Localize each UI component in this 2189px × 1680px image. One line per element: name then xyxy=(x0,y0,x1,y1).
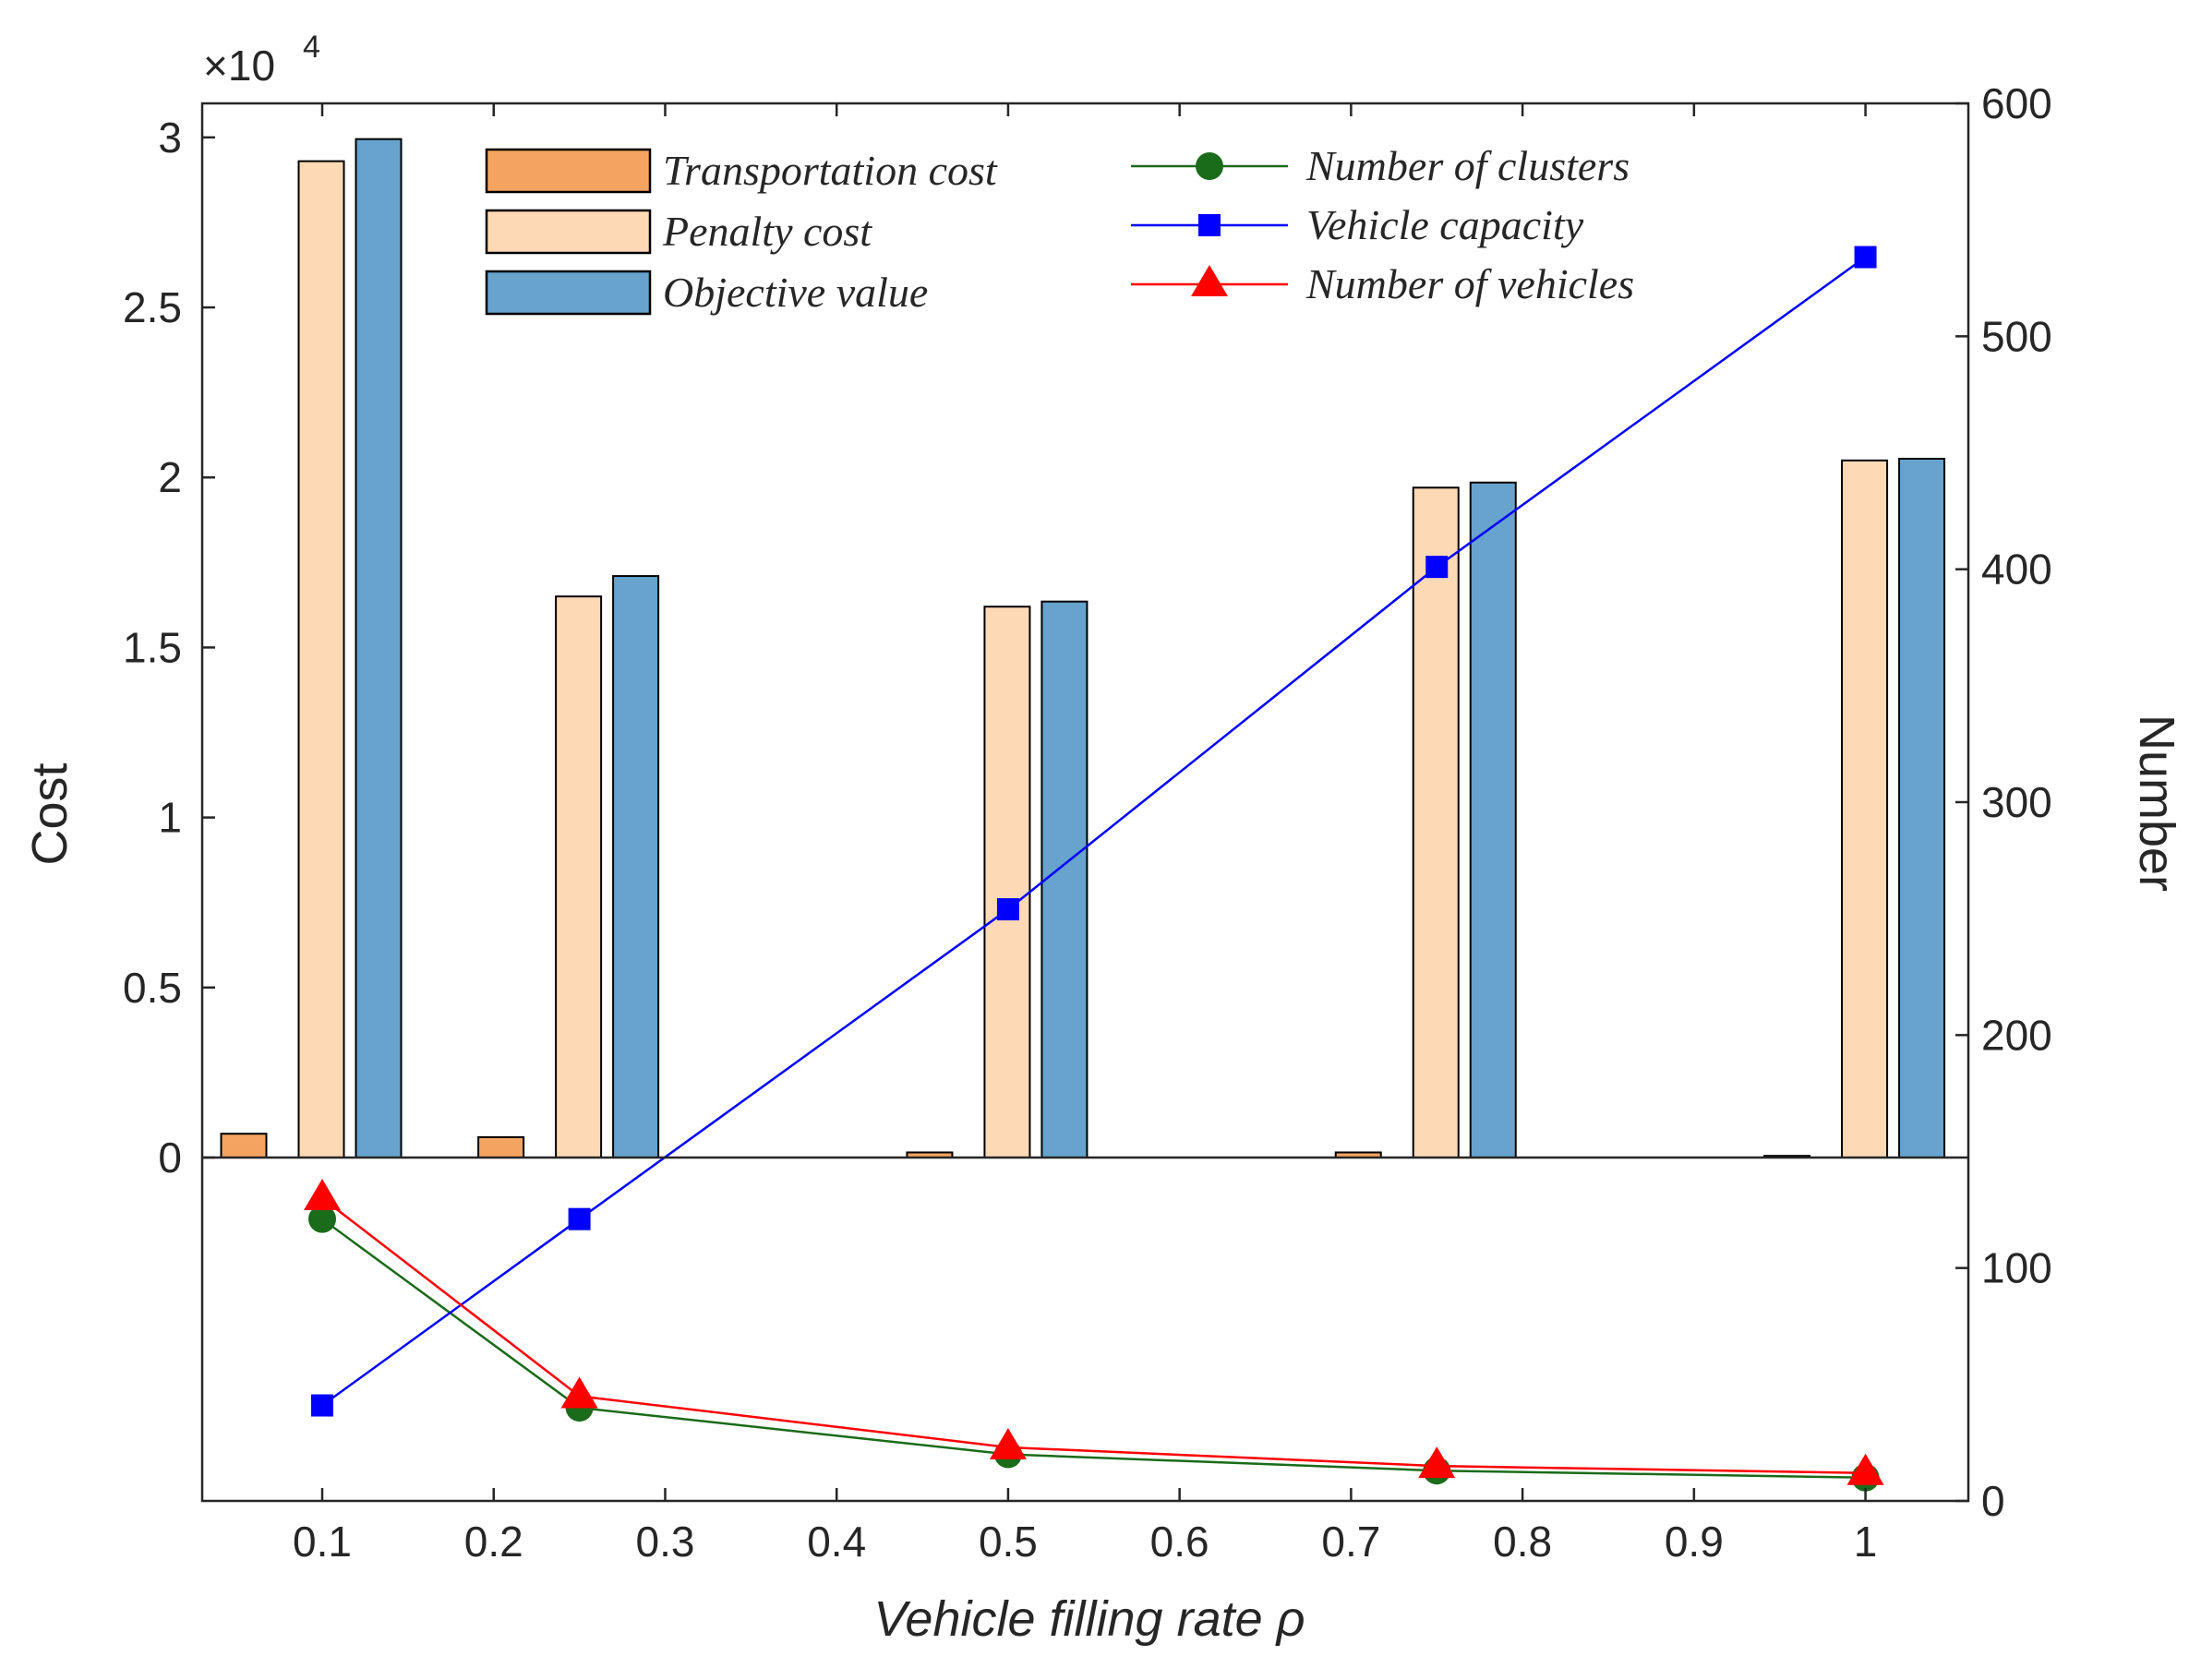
legend-label-line-0: Number of clusters xyxy=(1305,142,1630,189)
legend-label-bar-2: Objective value xyxy=(663,269,928,316)
legend: Transportation cost Penalty cost Objective… xyxy=(485,142,1634,316)
y-right-tick-label-5: 500 xyxy=(1981,312,2052,360)
marker-2-4 xyxy=(1846,1453,1884,1485)
bar-2-0 xyxy=(355,138,403,1158)
marker-1-4 xyxy=(1854,246,1877,269)
y-axis-right-label: Number xyxy=(2129,714,2184,892)
legend-swatch-2 xyxy=(485,270,652,316)
y-right-tick-label-6: 600 xyxy=(1981,79,2052,127)
marker-2-3 xyxy=(1418,1446,1456,1479)
bar-1-1 xyxy=(555,595,603,1158)
x-tick-label-7: 0.8 xyxy=(1493,1518,1552,1566)
x-tick-label-1: 0.2 xyxy=(464,1518,523,1566)
line-series-1 xyxy=(321,256,1867,1407)
y-left-tick-label-4: 2 xyxy=(158,453,182,501)
legend-label-bar-1: Penalty cost xyxy=(662,208,872,255)
legend-swatch-0 xyxy=(485,148,652,194)
tick-labels-layer: 0.1 0.2 0.3 0.4 0.5 0.6 0.7 0.8 0.9 1 0 0.5 1 1.5 2 2.5… xyxy=(123,79,2052,1566)
marker-2-0 xyxy=(304,1178,342,1210)
x-tick-label-8: 0.9 xyxy=(1665,1518,1724,1566)
bar-2-1 xyxy=(612,575,660,1158)
bar-2-2 xyxy=(1040,600,1088,1158)
y-left-tick-label-3: 1.5 xyxy=(123,623,182,671)
marker-2-1 xyxy=(560,1376,598,1409)
bar-1-3 xyxy=(1412,486,1460,1158)
x-tick-label-9: 1 xyxy=(1854,1518,1878,1566)
marker-0-0 xyxy=(308,1205,337,1233)
x-tick-label-3: 0.4 xyxy=(807,1518,866,1566)
x-tick-label-0: 0.1 xyxy=(293,1518,352,1566)
y-left-tick-label-5: 2.5 xyxy=(123,283,182,331)
left-axis-multiplier: ×10 xyxy=(203,42,275,90)
marker-1-0 xyxy=(311,1394,334,1417)
bar-0-0 xyxy=(220,1133,268,1158)
y-left-tick-label-6: 3 xyxy=(158,114,182,162)
bar-1-4 xyxy=(1841,459,1889,1158)
legend-marker-0 xyxy=(1196,152,1223,180)
legend-marker-2 xyxy=(1191,265,1228,296)
bar-2-3 xyxy=(1469,481,1517,1158)
x-tick-label-2: 0.3 xyxy=(635,1518,694,1566)
bar-2-4 xyxy=(1898,457,1946,1158)
legend-label-line-1: Vehicle capacity xyxy=(1306,201,1584,248)
bar-0-1 xyxy=(477,1135,525,1158)
y-axis-left-label: Cost xyxy=(22,762,78,865)
legend-label-line-2: Number of vehicles xyxy=(1305,260,1634,307)
y-left-tick-label-1: 0.5 xyxy=(123,964,182,1012)
line-series-2 xyxy=(321,1196,1866,1474)
left-axis-exponent: 4 xyxy=(303,30,320,65)
x-tick-label-4: 0.5 xyxy=(979,1518,1038,1566)
y-left-tick-label-2: 1 xyxy=(158,794,182,842)
y-right-tick-label-3: 300 xyxy=(1981,778,2052,826)
y-right-tick-label-4: 400 xyxy=(1981,546,2052,594)
marker-1-3 xyxy=(1425,556,1449,579)
legend-label-bar-0: Transportation cost xyxy=(663,147,998,194)
y-right-tick-label-2: 200 xyxy=(1981,1011,2052,1059)
bar-1-0 xyxy=(297,160,345,1158)
y-right-tick-label-0: 0 xyxy=(1981,1477,2005,1525)
line-series-0 xyxy=(321,1218,1866,1480)
y-right-tick-label-1: 100 xyxy=(1981,1244,2052,1292)
bars-layer xyxy=(220,138,1946,1159)
marker-1-1 xyxy=(568,1207,591,1230)
x-tick-label-5: 0.6 xyxy=(1150,1518,1209,1566)
x-tick-label-6: 0.7 xyxy=(1321,1518,1380,1566)
axes-layer xyxy=(200,102,1970,1503)
bar-1-2 xyxy=(983,606,1031,1158)
x-axis-label: Vehicle filling rate ρ xyxy=(873,1591,1305,1647)
marker-2-2 xyxy=(989,1427,1027,1459)
y-left-tick-label-0: 0 xyxy=(158,1134,182,1182)
marker-1-2 xyxy=(996,898,1019,921)
legend-swatch-1 xyxy=(485,209,652,255)
legend-marker-1 xyxy=(1198,214,1221,236)
lines-layer xyxy=(304,246,1884,1492)
